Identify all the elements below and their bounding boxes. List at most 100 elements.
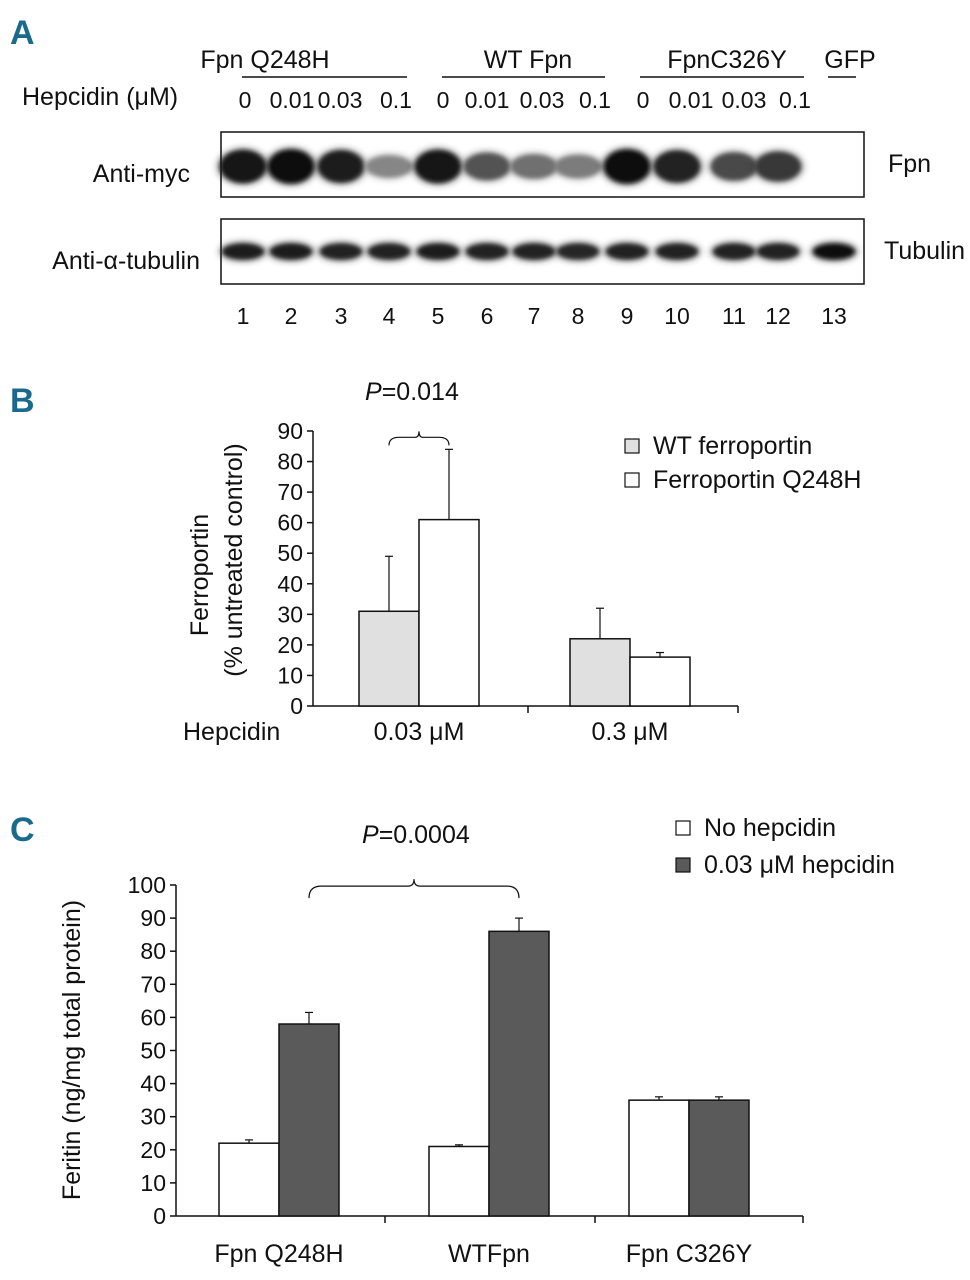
blot-band — [220, 150, 266, 183]
x-axis-label: Hepcidin — [183, 718, 280, 746]
bar — [688, 1099, 750, 1217]
dose-label: 0.1 — [579, 87, 611, 113]
p-value: =0.014 — [382, 378, 459, 406]
y-tick-label: 80 — [277, 449, 303, 475]
bar — [218, 1142, 280, 1217]
y-tick-label: 40 — [140, 1071, 166, 1097]
blot-band — [755, 151, 801, 182]
lane-number: 8 — [572, 303, 585, 329]
blot-band — [555, 155, 601, 178]
blot-band — [557, 243, 599, 260]
dose-label: 0.01 — [465, 87, 510, 113]
x-category-label: WTFpn — [448, 1240, 530, 1268]
y-tick-label: 30 — [277, 601, 303, 627]
blot-band — [713, 243, 755, 260]
blot-band — [711, 152, 757, 181]
y-tick-label: 70 — [277, 479, 303, 505]
blot-band — [511, 154, 557, 179]
group-label-gfp: GFP — [824, 46, 875, 74]
legend-swatch — [624, 472, 640, 488]
y-tick-label: 50 — [277, 540, 303, 566]
blot-band — [320, 243, 362, 260]
lane-number: 7 — [528, 303, 541, 329]
blot-band — [415, 150, 461, 183]
p-label: P — [365, 378, 382, 406]
blot-band — [464, 153, 510, 180]
y-tick-label: 20 — [277, 632, 303, 658]
dose-label: 0.01 — [669, 87, 714, 113]
y-tick-label: 50 — [140, 1038, 166, 1064]
legend-label: WT ferroportin — [653, 432, 812, 460]
chart-b: 0 10 20 30 40 50 60 70 80 90 0.03 μM 0.3 μM WT ferro… — [277, 418, 861, 746]
panel-c-letter: C — [10, 811, 35, 849]
legend-swatch — [675, 857, 691, 873]
panel-b-letter: B — [10, 382, 35, 420]
bar — [569, 638, 631, 707]
blot-band — [417, 243, 459, 260]
p-value-annotation: P=0.014 — [365, 378, 459, 406]
y-tick-label: 0 — [153, 1203, 166, 1229]
bar — [278, 1023, 340, 1217]
blot-band — [222, 243, 264, 260]
y-tick-label: 90 — [140, 905, 166, 931]
dose-label: 0.1 — [779, 87, 811, 113]
x-category-label: 0.3 μM — [592, 718, 669, 746]
significance-bracket — [308, 879, 520, 899]
y-tick-label: 70 — [140, 971, 166, 997]
blot-label-fpn: Fpn — [888, 150, 931, 178]
group-label-wt: WT Fpn — [484, 46, 572, 74]
blot-band — [268, 149, 314, 184]
blot-band — [606, 243, 648, 260]
p-label: P — [362, 821, 379, 849]
bar — [488, 930, 550, 1217]
lane-number: 13 — [821, 303, 847, 329]
y-tick-label: 10 — [140, 1170, 166, 1196]
blot-band — [366, 155, 412, 178]
y-tick-label: 20 — [140, 1137, 166, 1163]
dose-label: 0 — [637, 87, 650, 113]
panel-c: C Feritin (ng/mg total protein) P=0.0004… — [10, 811, 895, 1268]
significance-bracket — [388, 431, 450, 446]
bar — [428, 1145, 490, 1217]
ylabel-line-2: (% untreated control) — [220, 443, 248, 676]
y-tick-label: 60 — [277, 510, 303, 536]
y-tick-label: 30 — [140, 1104, 166, 1130]
lane-number: 4 — [383, 303, 396, 329]
blot-band — [656, 243, 698, 260]
blot-band — [513, 243, 555, 260]
bar — [358, 610, 420, 707]
p-value-annotation: P=0.0004 — [362, 821, 470, 849]
bar — [629, 656, 691, 707]
lane-numbers: 1 2 3 4 5 6 7 8 9 10 11 12 13 — [237, 303, 847, 329]
dose-label: 0.01 — [270, 87, 315, 113]
blot-band — [654, 150, 700, 183]
panel-b: B Ferroportin (% untreated control) Hepc… — [10, 378, 861, 746]
y-tick-label: 10 — [277, 662, 303, 688]
panel-a: A Fpn Q248H WT Fpn FpnC326Y GFP Hepcidin… — [10, 14, 965, 329]
bar — [418, 518, 480, 707]
dose-label: 0 — [239, 87, 252, 113]
lane-number: 3 — [335, 303, 348, 329]
blot-bands-anti-tubulin — [219, 241, 858, 262]
y-tick-label: 0 — [290, 693, 303, 719]
lane-number: 1 — [237, 303, 250, 329]
blot-band — [813, 243, 855, 260]
blot-band — [318, 150, 364, 183]
dose-label: 0.03 — [520, 87, 565, 113]
y-tick-label: 90 — [277, 418, 303, 444]
blot-band — [466, 243, 508, 260]
legend-swatch — [675, 820, 691, 836]
p-value: =0.0004 — [379, 821, 470, 849]
blot-band — [368, 243, 410, 260]
panel-a-letter: A — [10, 14, 35, 52]
blot-label-tubulin: Tubulin — [884, 237, 965, 265]
ylabel-line-1: Ferroportin — [186, 514, 214, 636]
legend-label: Ferroportin Q248H — [653, 466, 861, 494]
blot-band — [757, 243, 799, 260]
dose-label: 0 — [437, 87, 450, 113]
dose-label: 0.1 — [380, 87, 412, 113]
group-label-q248h: Fpn Q248H — [200, 46, 329, 74]
lane-number: 6 — [481, 303, 494, 329]
y-tick-label: 100 — [128, 872, 166, 898]
